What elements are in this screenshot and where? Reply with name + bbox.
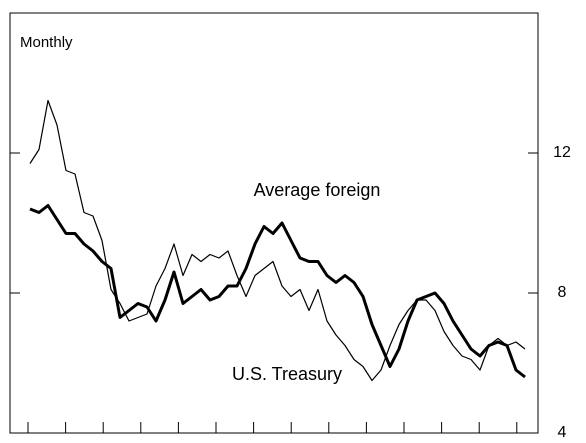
y-tick-label: 4 — [558, 424, 567, 441]
y-tick-label: 12 — [553, 144, 571, 161]
series-label: Average foreign — [254, 180, 381, 200]
plot-frame — [9, 12, 539, 434]
series-line — [29, 99, 526, 382]
y-tick-label: 8 — [558, 284, 567, 301]
chart-subtitle: Monthly — [20, 34, 73, 51]
series-label: U.S. Treasury — [232, 364, 342, 384]
series-line — [29, 204, 526, 379]
